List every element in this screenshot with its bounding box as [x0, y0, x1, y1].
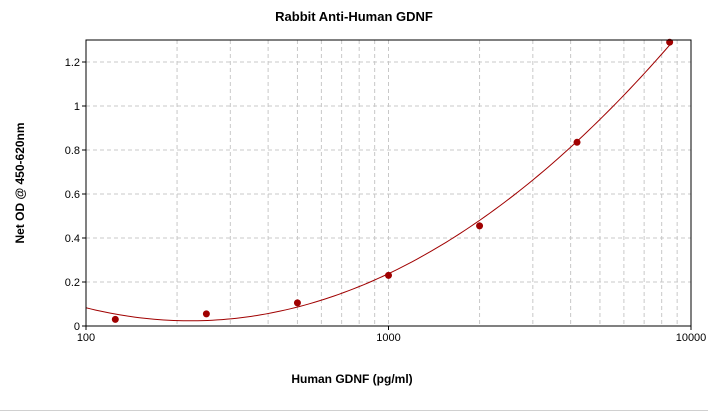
y-tick-label: 0.2 [65, 277, 80, 289]
y-tick-label: 0.8 [65, 145, 80, 157]
y-tick-label: 0.6 [65, 189, 80, 201]
data-point [111, 315, 119, 323]
chart-title: Rabbit Anti-Human GDNF [275, 9, 433, 24]
data-point [293, 299, 301, 307]
x-axis-ticks: 100 1000 10000 [77, 326, 706, 344]
bottom-divider [0, 410, 708, 411]
data-point [573, 138, 581, 146]
y-tick-label: 1 [74, 101, 80, 113]
y-axis-label: Net OD @ 450-620nm [13, 122, 27, 243]
y-tick-label: 0.4 [65, 233, 80, 245]
data-points [111, 38, 674, 323]
data-point [202, 310, 210, 318]
data-point [476, 222, 484, 230]
x-tick-label: 1000 [376, 332, 400, 344]
grid [86, 40, 691, 326]
y-axis-ticks: 0 0.2 0.4 0.6 0.8 1 1.2 [65, 57, 86, 333]
data-point [385, 271, 392, 279]
y-tick-label: 0 [74, 321, 80, 333]
fit-curve [85, 44, 671, 322]
y-tick-label: 1.2 [65, 57, 80, 69]
x-tick-label: 10000 [676, 332, 707, 344]
fit-curve-layer [85, 44, 671, 322]
x-tick-label: 100 [77, 332, 95, 344]
x-axis-label: Human GDNF (pg/ml) [291, 372, 412, 386]
